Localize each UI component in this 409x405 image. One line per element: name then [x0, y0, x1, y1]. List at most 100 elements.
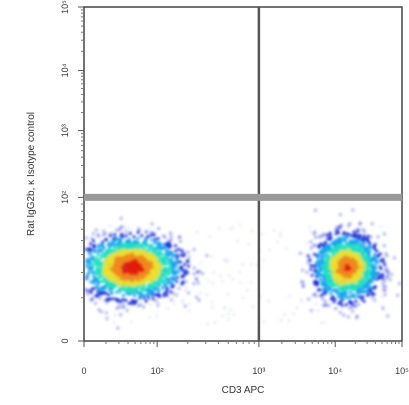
- event-dot: [90, 287, 95, 291]
- event-dot: [125, 289, 129, 293]
- event-dot: [97, 308, 101, 312]
- event-dot: [180, 249, 184, 253]
- event-dot: [320, 255, 325, 259]
- event-dot: [322, 232, 326, 236]
- event-dot: [360, 266, 362, 269]
- event-dot: [128, 231, 132, 236]
- event-dot: [361, 285, 365, 289]
- event-dot: [136, 277, 141, 282]
- event-dot: [369, 245, 373, 249]
- event-dot: [319, 242, 323, 246]
- event-dot: [341, 297, 346, 301]
- event-dot: [351, 309, 355, 313]
- event-dot: [374, 266, 378, 270]
- event-dot: [331, 237, 333, 240]
- event-dot: [119, 238, 123, 242]
- event-dot: [352, 273, 357, 278]
- event-dot: [167, 245, 171, 250]
- event-dot: [310, 273, 314, 277]
- event-dot: [316, 269, 320, 273]
- event-dot: [137, 273, 142, 278]
- event-dot: [157, 301, 160, 303]
- event-dot: [351, 241, 355, 245]
- event-dot: [327, 244, 331, 248]
- event-dot: [113, 259, 118, 264]
- event-dot: [373, 285, 377, 289]
- event-dot: [148, 244, 152, 248]
- event-dot: [231, 278, 234, 281]
- event-dot: [151, 283, 155, 287]
- event-dot: [360, 242, 364, 246]
- event-dot: [124, 267, 127, 270]
- event-dot: [156, 264, 161, 269]
- event-dot: [383, 289, 387, 293]
- event-dot: [129, 252, 134, 257]
- event-dot: [313, 208, 318, 212]
- event-dot: [161, 253, 165, 257]
- event-dot: [134, 255, 139, 260]
- event-dot: [347, 288, 349, 291]
- event-dot: [351, 245, 356, 249]
- event-dot: [381, 306, 385, 310]
- event-dot: [346, 240, 349, 243]
- event-dot: [318, 294, 322, 298]
- event-dot: [88, 289, 92, 293]
- event-dot: [137, 304, 141, 308]
- event-dot: [140, 276, 145, 281]
- event-dot: [176, 270, 181, 274]
- event-dot: [327, 268, 332, 274]
- event-dot: [344, 255, 349, 261]
- event-dot: [325, 267, 329, 271]
- event-dot: [367, 274, 371, 278]
- event-dot: [194, 295, 199, 299]
- event-dot: [156, 239, 159, 242]
- event-dot: [94, 276, 98, 281]
- event-dot: [182, 253, 186, 257]
- event-dot: [162, 284, 166, 288]
- event-dot: [334, 279, 339, 284]
- event-dot: [386, 272, 390, 276]
- event-dot: [205, 293, 208, 296]
- event-dot: [160, 269, 164, 273]
- event-dot: [221, 315, 224, 317]
- event-dot: [106, 282, 109, 285]
- event-dot: [183, 260, 186, 263]
- event-dot: [228, 274, 231, 277]
- event-dot: [354, 304, 358, 308]
- event-dot: [96, 233, 100, 237]
- event-dot: [107, 255, 113, 260]
- event-dot: [146, 285, 150, 289]
- event-dot: [116, 326, 120, 330]
- event-dot: [169, 266, 173, 270]
- event-dot: [86, 292, 90, 296]
- event-dot: [158, 258, 162, 262]
- event-dot: [226, 293, 229, 296]
- event-dot: [153, 237, 157, 241]
- event-dot: [85, 260, 89, 264]
- x-axis-ticks: 0 10² 10³ 10⁴ 10⁵: [81, 341, 409, 376]
- event-dot: [352, 304, 356, 308]
- event-dot: [309, 226, 311, 229]
- event-dot: [327, 243, 329, 246]
- event-dot: [386, 269, 390, 273]
- event-dot: [309, 308, 313, 313]
- event-dot: [369, 290, 373, 294]
- event-dot: [142, 296, 146, 300]
- event-dot: [187, 309, 190, 312]
- event-dot: [312, 252, 317, 256]
- event-dot: [349, 233, 353, 238]
- event-dot: [386, 275, 390, 279]
- event-dot: [392, 256, 396, 260]
- event-dot: [341, 250, 347, 255]
- event-dot: [98, 261, 102, 265]
- event-dot: [117, 307, 120, 310]
- event-dot: [165, 238, 168, 241]
- event-dot: [370, 295, 375, 299]
- event-dot: [224, 307, 226, 310]
- event-dot: [101, 272, 105, 276]
- event-dot: [124, 242, 128, 246]
- event-dot: [196, 281, 200, 285]
- event-dot: [335, 248, 340, 254]
- event-dot: [116, 298, 120, 302]
- event-dot: [358, 295, 362, 299]
